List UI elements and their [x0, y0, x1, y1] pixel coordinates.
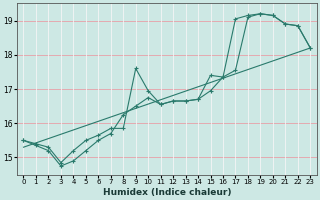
X-axis label: Humidex (Indice chaleur): Humidex (Indice chaleur) — [103, 188, 231, 197]
